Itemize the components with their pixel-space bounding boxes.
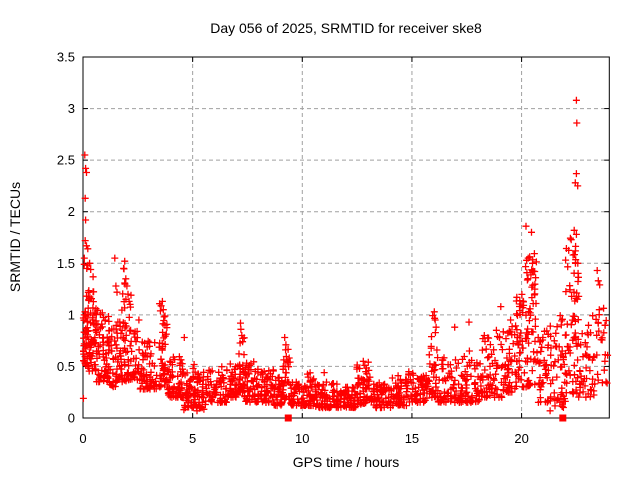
x-tick-label: 0 [79,431,86,446]
x-tick-label: 15 [405,431,419,446]
x-tick-label: 20 [514,431,528,446]
scatter-plus-markers [79,96,612,415]
flagged-epoch-marker [284,414,292,422]
y-tick-label: 3 [68,101,75,116]
x-tick-label: 10 [295,431,309,446]
y-axis-label: SRMTID / TECUs [7,182,23,292]
x-tick-label: 5 [189,431,196,446]
axis-tick-labels: 0 5 10 15 20 0 0.5 1 1.5 2 2.5 3 3.5 [57,50,529,447]
y-tick-label: 0.5 [57,359,75,374]
plot-frame [82,56,610,419]
x-axis-label: GPS time / hours [293,454,400,470]
y-tick-label: 2.5 [57,153,75,168]
gridlines [83,57,610,418]
y-tick-label: 2 [68,204,75,219]
y-tick-label: 1.5 [57,256,75,271]
y-tick-label: 1 [68,307,75,322]
scatter-square-markers [284,414,567,422]
y-tick-label: 0 [68,411,75,426]
flagged-epoch-marker [559,414,567,422]
chart-title: Day 056 of 2025, SRMTID for receiver ske… [210,20,482,36]
y-tick-label: 3.5 [57,50,75,65]
